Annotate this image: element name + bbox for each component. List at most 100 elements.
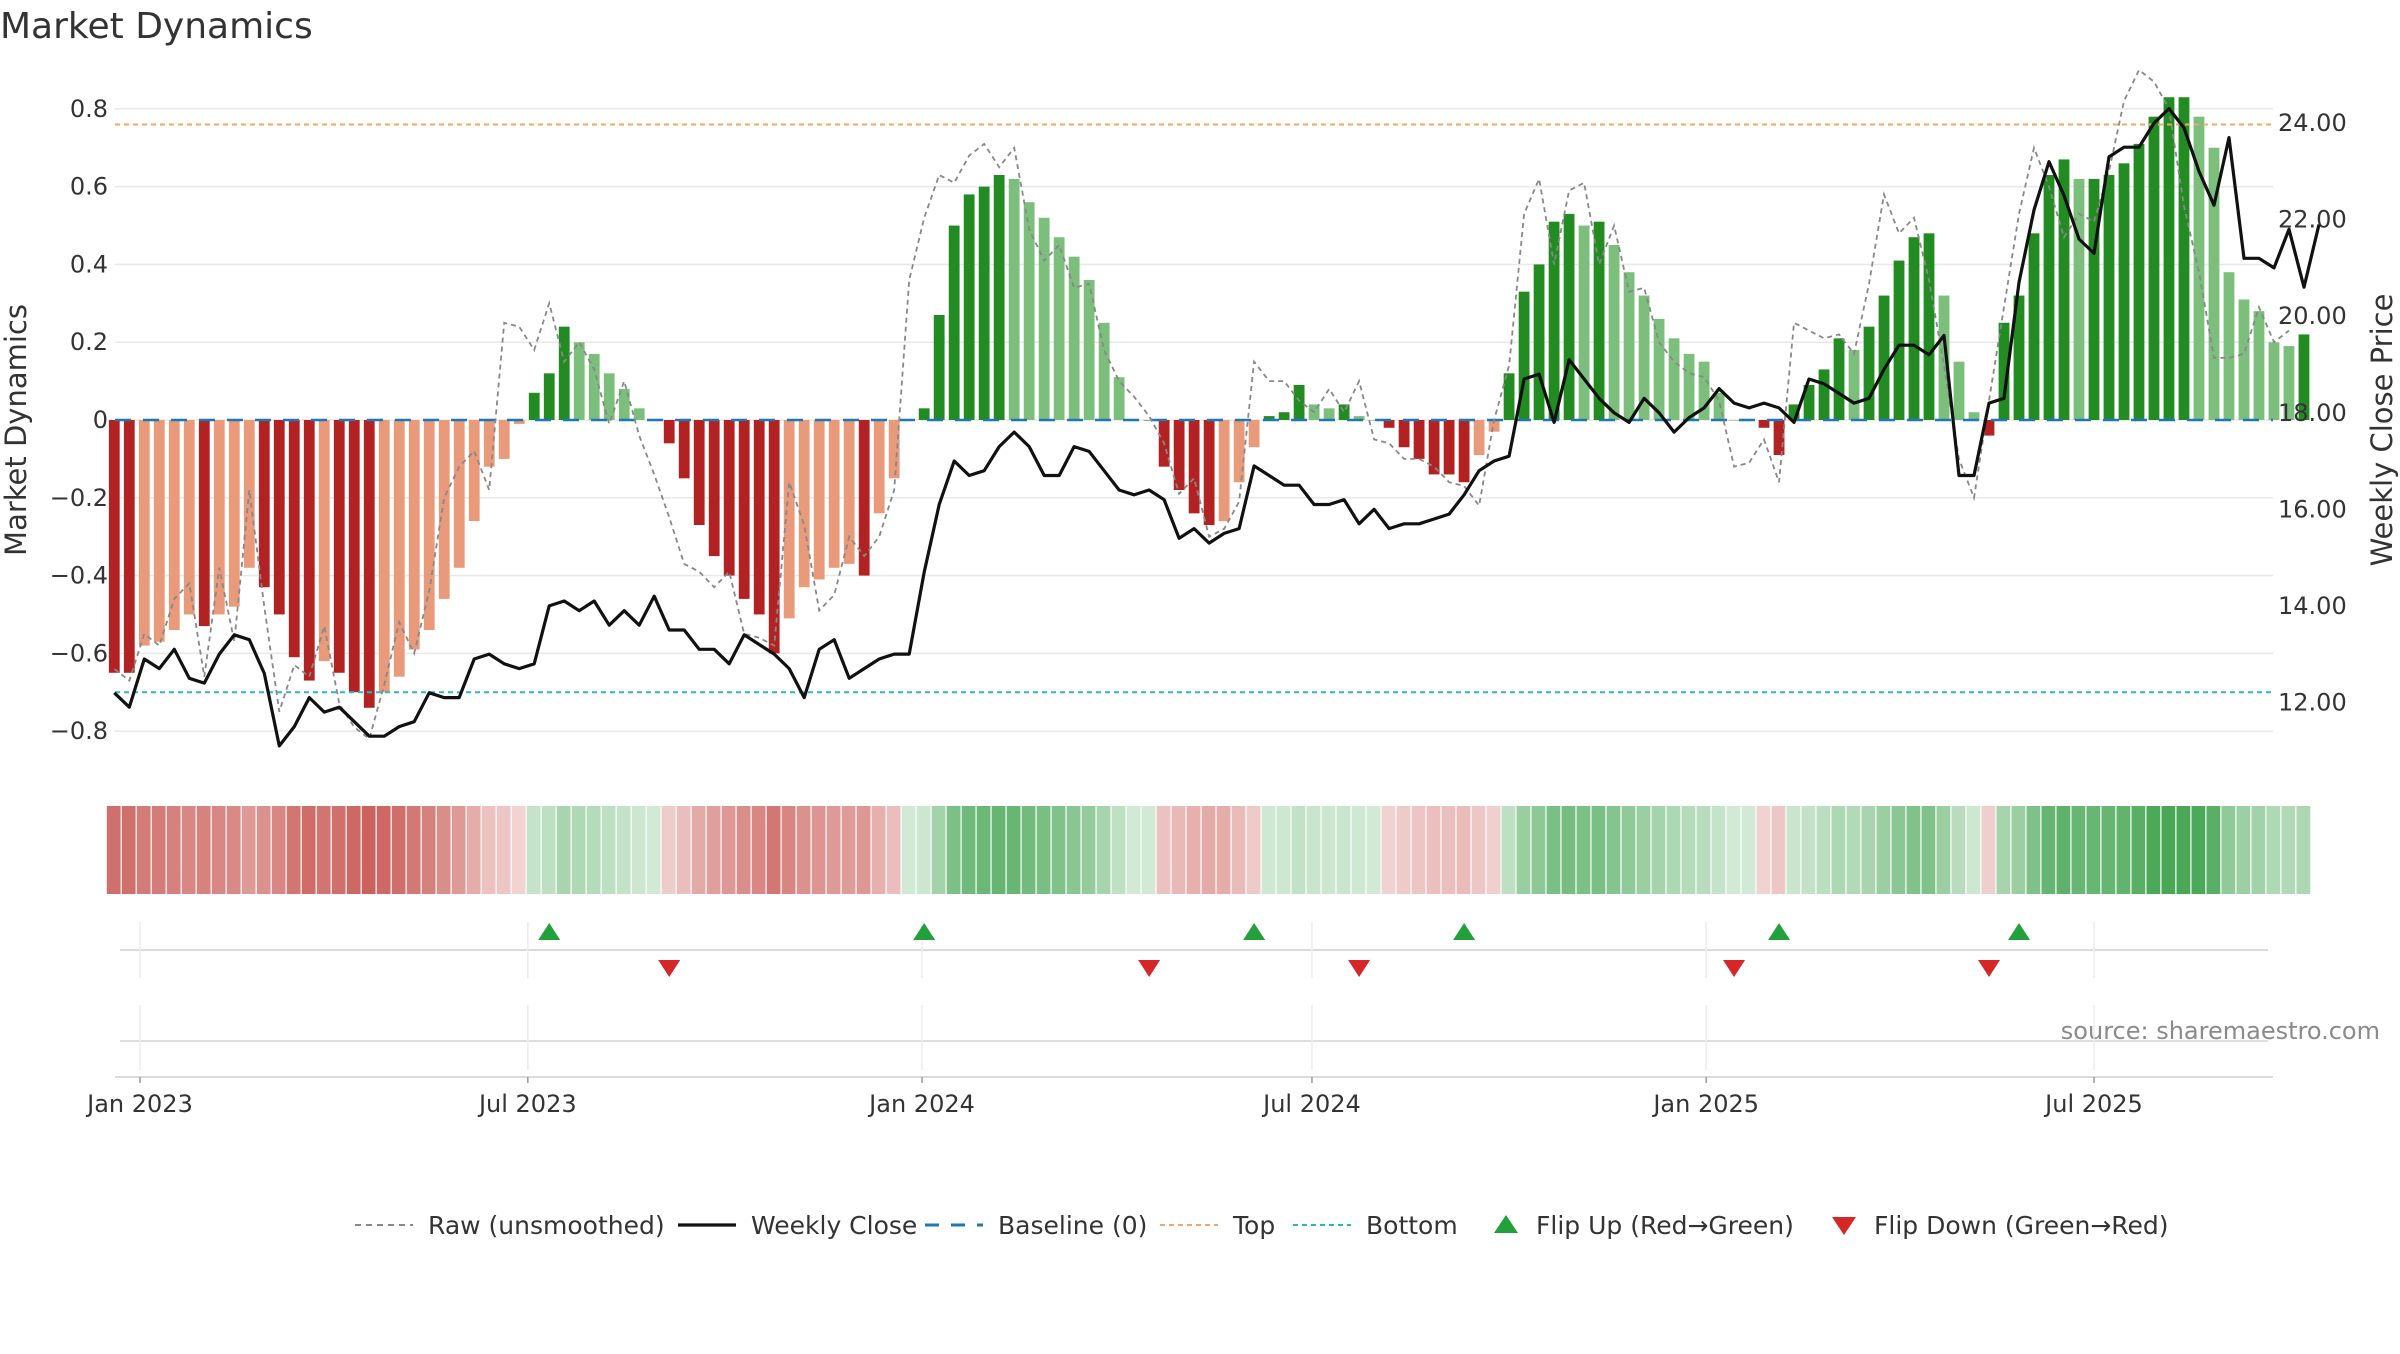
y-tick-label-8: −0.8 bbox=[50, 717, 108, 745]
regime-strip-cell-35 bbox=[631, 806, 646, 894]
regime-strip bbox=[106, 806, 2311, 894]
momentum-bar-61 bbox=[1023, 202, 1035, 420]
momentum-bar-20 bbox=[408, 420, 420, 650]
momentum-bar-127 bbox=[2013, 295, 2025, 420]
regime-strip-cell-56 bbox=[946, 806, 961, 894]
legend-label-5: Flip Up (Red→Green) bbox=[1536, 1211, 1794, 1240]
regime-strip-cell-142 bbox=[2236, 806, 2251, 894]
regime-strip-cell-46 bbox=[796, 806, 811, 894]
regime-strip-cell-1 bbox=[121, 806, 136, 894]
regime-strip-cell-12 bbox=[286, 806, 301, 894]
momentum-bar-96 bbox=[1548, 221, 1560, 420]
regime-strip-cell-14 bbox=[316, 806, 331, 894]
y-axis-title: Market Dynamics bbox=[0, 304, 33, 556]
momentum-bar-112 bbox=[1788, 404, 1800, 420]
flip-down-marker-4 bbox=[1978, 960, 2001, 977]
regime-strip-cell-63 bbox=[1051, 806, 1066, 894]
y-tick-label-5: −0.2 bbox=[50, 484, 108, 512]
regime-strip-cell-119 bbox=[1891, 806, 1906, 894]
momentum-bar-69 bbox=[1143, 420, 1155, 421]
momentum-bar-77 bbox=[1263, 416, 1275, 420]
regime-strip-cell-104 bbox=[1666, 806, 1681, 894]
momentum-bar-35 bbox=[633, 408, 645, 420]
legend-label-1: Weekly Close bbox=[751, 1211, 917, 1240]
regime-strip-cell-84 bbox=[1366, 806, 1381, 894]
momentum-bar-121 bbox=[1923, 233, 1935, 420]
regime-strip-cell-57 bbox=[961, 806, 976, 894]
regime-strip-cell-68 bbox=[1126, 806, 1141, 894]
momentum-bar-113 bbox=[1803, 385, 1815, 420]
y2-tick-label-1: 22.00 bbox=[2278, 206, 2347, 234]
momentum-bar-89 bbox=[1443, 420, 1455, 475]
regime-strip-cell-144 bbox=[2266, 806, 2281, 894]
regime-strip-cell-88 bbox=[1426, 806, 1441, 894]
momentum-bar-118 bbox=[1878, 295, 1890, 420]
regime-strip-cell-51 bbox=[871, 806, 886, 894]
legend-label-2: Baseline (0) bbox=[998, 1211, 1147, 1240]
momentum-bar-93 bbox=[1503, 373, 1515, 420]
momentum-bar-12 bbox=[288, 420, 300, 658]
regime-strip-cell-65 bbox=[1081, 806, 1096, 894]
momentum-bar-90 bbox=[1458, 420, 1470, 483]
regime-strip-cell-91 bbox=[1471, 806, 1486, 894]
momentum-bar-111 bbox=[1773, 420, 1785, 455]
regime-strip-cell-83 bbox=[1351, 806, 1366, 894]
x-tick-label-3: Jul 2024 bbox=[1261, 1090, 1361, 1118]
regime-strip-cell-48 bbox=[826, 806, 841, 894]
regime-strip-cell-5 bbox=[181, 806, 196, 894]
regime-strip-cell-93 bbox=[1501, 806, 1516, 894]
y2-tick-label-2: 20.00 bbox=[2278, 302, 2347, 330]
momentum-bar-4 bbox=[168, 420, 180, 630]
regime-strip-cell-106 bbox=[1696, 806, 1711, 894]
momentum-bar-48 bbox=[828, 420, 840, 568]
regime-strip-cell-19 bbox=[391, 806, 406, 894]
regime-strip-cell-67 bbox=[1111, 806, 1126, 894]
momentum-bar-102 bbox=[1638, 295, 1650, 420]
y-tick-label-1: 0.6 bbox=[70, 173, 108, 201]
regime-strip-cell-81 bbox=[1321, 806, 1336, 894]
momentum-bar-21 bbox=[423, 420, 435, 630]
momentum-bar-82 bbox=[1338, 404, 1350, 420]
momentum-bar-13 bbox=[303, 420, 315, 681]
regime-strip-cell-72 bbox=[1186, 806, 1201, 894]
momentum-bar-38 bbox=[678, 420, 690, 479]
y2-tick-label-0: 24.00 bbox=[2278, 109, 2347, 137]
momentum-bar-28 bbox=[528, 392, 540, 420]
regime-strip-cell-132 bbox=[2086, 806, 2101, 894]
momentum-bar-30 bbox=[558, 326, 570, 420]
momentum-bar-98 bbox=[1578, 225, 1590, 420]
regime-strip-cell-13 bbox=[301, 806, 316, 894]
regime-strip-cell-126 bbox=[1996, 806, 2011, 894]
momentum-bar-23 bbox=[453, 420, 465, 568]
lower-panel bbox=[115, 1005, 2273, 1078]
regime-strip-cell-50 bbox=[856, 806, 871, 894]
legend-label-6: Flip Down (Green→Red) bbox=[1874, 1211, 2169, 1240]
momentum-bar-131 bbox=[2073, 178, 2085, 420]
regime-strip-cell-11 bbox=[271, 806, 286, 894]
regime-strip-cell-120 bbox=[1906, 806, 1921, 894]
momentum-bar-79 bbox=[1293, 385, 1305, 420]
regime-strip-cell-0 bbox=[106, 806, 121, 894]
flip-up-marker-3 bbox=[1453, 923, 1476, 940]
momentum-bar-99 bbox=[1593, 221, 1605, 420]
momentum-bar-73 bbox=[1203, 420, 1215, 525]
regime-strip-cell-143 bbox=[2251, 806, 2266, 894]
regime-strip-cell-26 bbox=[496, 806, 511, 894]
momentum-bar-24 bbox=[468, 420, 480, 522]
regime-strip-cell-2 bbox=[136, 806, 151, 894]
momentum-bar-67 bbox=[1113, 377, 1125, 420]
momentum-bar-1 bbox=[123, 420, 135, 673]
momentum-bar-88 bbox=[1428, 420, 1440, 475]
regime-strip-cell-28 bbox=[526, 806, 541, 894]
regime-strip-cell-138 bbox=[2176, 806, 2191, 894]
regime-strip-cell-123 bbox=[1951, 806, 1966, 894]
momentum-bar-124 bbox=[1968, 412, 1980, 420]
regime-strip-cell-44 bbox=[766, 806, 781, 894]
raw-unsmoothed-line bbox=[113, 68, 2290, 741]
regime-strip-cell-55 bbox=[931, 806, 946, 894]
regime-strip-cell-70 bbox=[1156, 806, 1171, 894]
momentum-bar-44 bbox=[768, 420, 780, 654]
momentum-bar-125 bbox=[1983, 420, 1995, 436]
regime-strip-cell-89 bbox=[1441, 806, 1456, 894]
